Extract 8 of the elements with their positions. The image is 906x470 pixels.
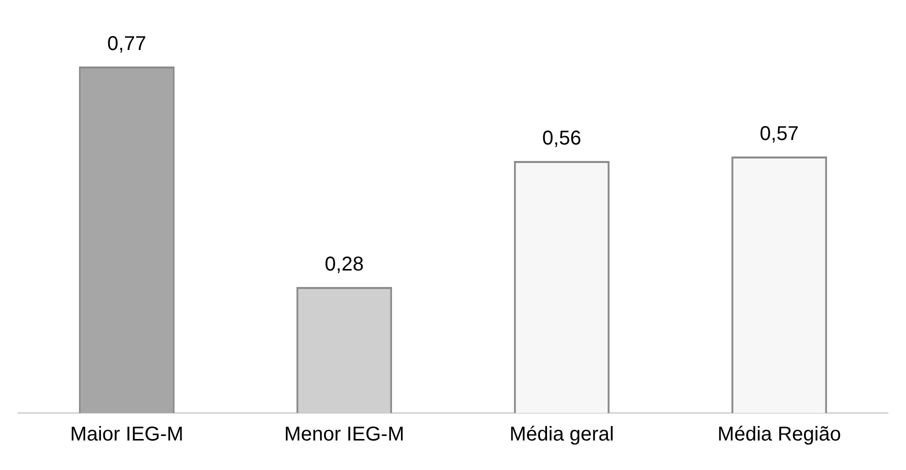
data-label: 0,77: [107, 33, 146, 56]
x-tick-label: Menor IEG-M: [284, 424, 404, 446]
x-tick-label: Média geral: [509, 424, 614, 446]
data-label: 0,56: [542, 128, 582, 150]
x-tick-label: Média Região: [718, 424, 841, 446]
data-label: 0,57: [760, 123, 799, 146]
x-tick-label: Maior IEG-M: [70, 424, 184, 446]
data-label: 0,28: [324, 254, 364, 276]
